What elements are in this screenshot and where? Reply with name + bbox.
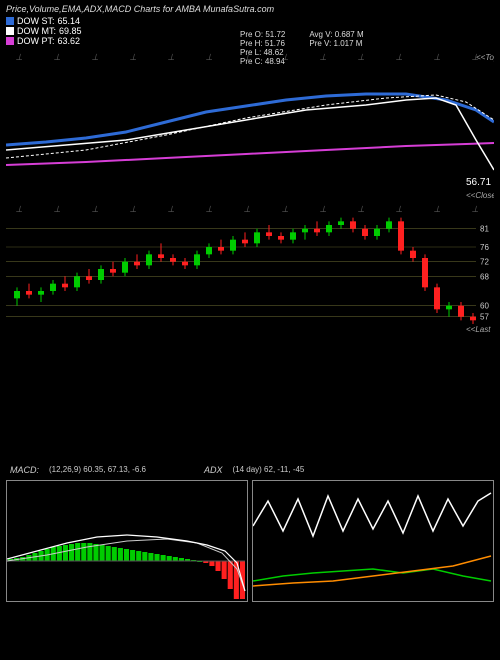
svg-text:⟂: ⟂ [244, 204, 251, 214]
svg-text:⟂: ⟂ [434, 204, 441, 214]
svg-text:56.71: 56.71 [466, 177, 491, 188]
swatch-st [6, 17, 14, 25]
svg-text:⟂: ⟂ [282, 52, 289, 62]
svg-text:<<Topn: <<Topn [476, 53, 494, 62]
svg-text:81: 81 [480, 225, 489, 234]
svg-text:⟂: ⟂ [168, 204, 175, 214]
swatch-pt [6, 37, 14, 45]
svg-text:⟂: ⟂ [92, 52, 99, 62]
svg-text:<<Close: <<Close [466, 191, 494, 200]
svg-text:76: 76 [480, 243, 489, 252]
legend-mt-value: 69.85 [59, 26, 82, 36]
stat-h: Pre H: 51.76 [240, 39, 285, 48]
legend-st-value: 65.14 [58, 16, 81, 26]
svg-text:⟂: ⟂ [130, 204, 137, 214]
svg-text:⟂: ⟂ [434, 52, 441, 62]
adx-panel [252, 480, 494, 602]
svg-text:⟂: ⟂ [206, 204, 213, 214]
svg-text:⟂: ⟂ [130, 52, 137, 62]
svg-text:⟂: ⟂ [16, 52, 23, 62]
svg-text:72: 72 [480, 258, 489, 267]
macd-params: (12,26,9) 60.35, 67.13, -6.6 [49, 465, 146, 475]
svg-text:⟂: ⟂ [92, 204, 99, 214]
svg-text:⟂: ⟂ [282, 204, 289, 214]
legend-pt-value: 63.62 [58, 36, 81, 46]
chart-title: Price,Volume,EMA,ADX,MACD Charts for AMB… [6, 4, 494, 14]
adx-label: ADX [204, 465, 223, 475]
adx-params: (14 day) 62, -11, -45 [232, 465, 304, 475]
svg-text:⟂: ⟂ [168, 52, 175, 62]
svg-text:<<Last: <<Last [466, 325, 491, 334]
legend-mt-label: DOW MT: [17, 26, 56, 36]
svg-text:57: 57 [480, 313, 489, 322]
svg-text:⟂: ⟂ [244, 52, 251, 62]
legend-st-label: DOW ST: [17, 16, 55, 26]
stat-avgv: Avg V: 0.687 M [309, 30, 363, 39]
candle-chart: 57 60 68 72 76 81 <<Last ⟂ ⟂ ⟂ ⟂ ⟂ ⟂ ⟂ ⟂ ⟂ ⟂ ⟂ ⟂ ⟂ [6, 204, 494, 334]
macd-panel [6, 480, 248, 602]
svg-text:⟂: ⟂ [396, 52, 403, 62]
svg-text:⟂: ⟂ [206, 52, 213, 62]
svg-text:⟂: ⟂ [16, 204, 23, 214]
svg-text:⟂: ⟂ [472, 204, 479, 214]
svg-text:⟂: ⟂ [54, 204, 61, 214]
svg-text:60: 60 [480, 302, 489, 311]
svg-text:⟂: ⟂ [358, 52, 365, 62]
svg-text:⟂: ⟂ [320, 52, 327, 62]
macd-label: MACD: [10, 465, 39, 475]
svg-text:⟂: ⟂ [54, 52, 61, 62]
svg-text:68: 68 [480, 272, 489, 281]
swatch-mt [6, 27, 14, 35]
legend-pt-label: DOW PT: [17, 36, 55, 46]
stat-prev: Pre V: 1.017 M [309, 39, 363, 48]
price-chart: ⟂⟂⟂⟂⟂⟂⟂⟂⟂⟂⟂⟂⟂<<Topn56.71<<Close [6, 50, 494, 200]
svg-text:⟂: ⟂ [358, 204, 365, 214]
svg-text:⟂: ⟂ [320, 204, 327, 214]
legend-st: DOW ST: 65.14 [6, 16, 500, 26]
stat-o: Pre O: 51.72 [240, 30, 285, 39]
svg-text:⟂: ⟂ [396, 204, 403, 214]
